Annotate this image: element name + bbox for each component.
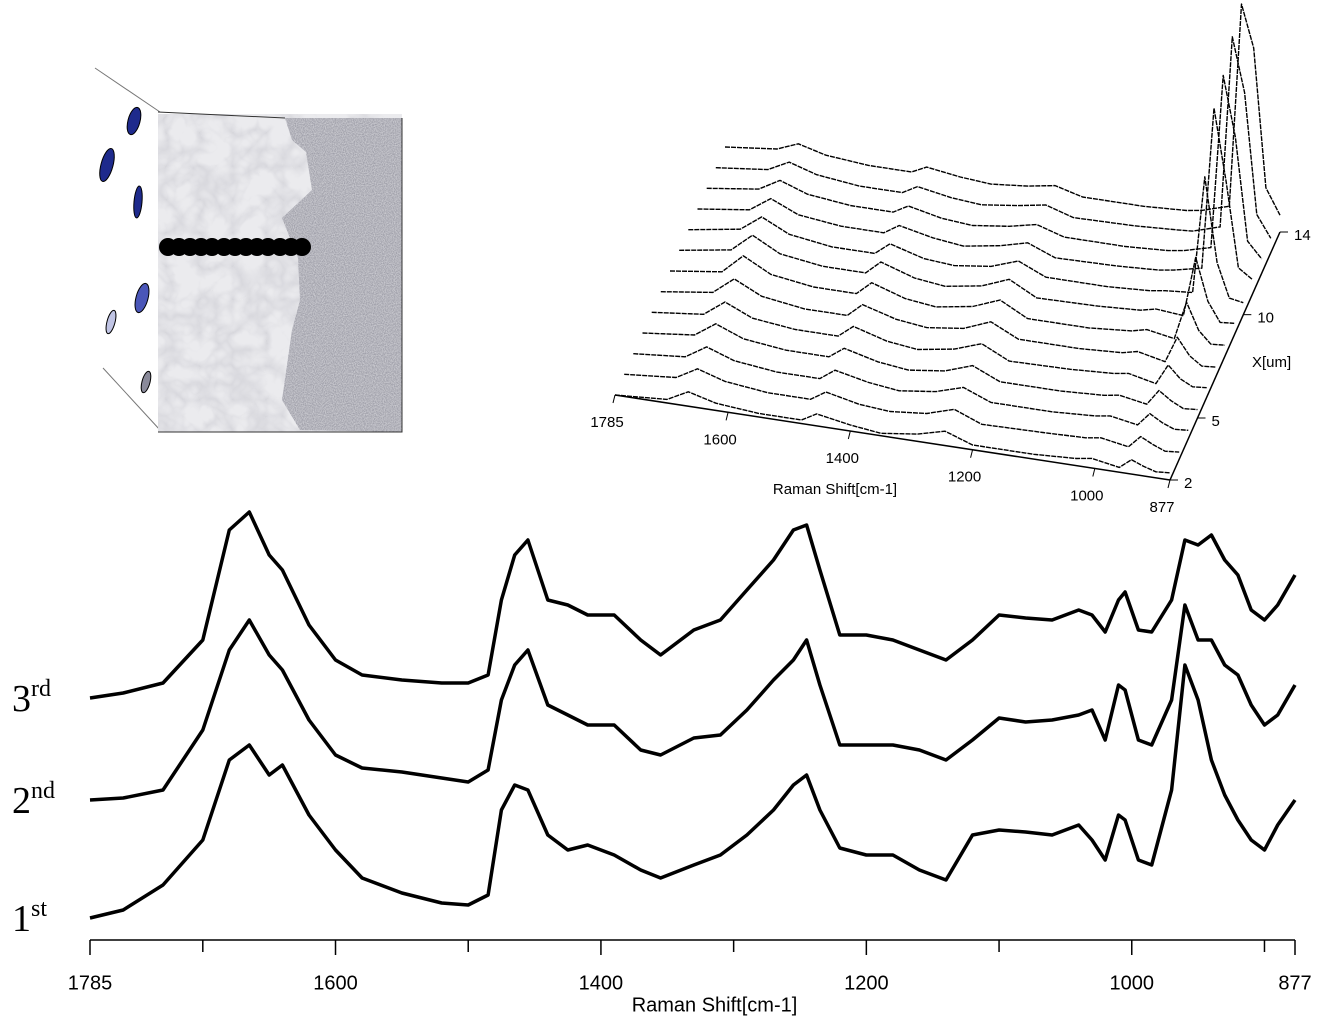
spectrum-trace [688, 176, 1244, 304]
x-tick [1167, 479, 1171, 489]
spectrum-trace [660, 278, 1216, 368]
cell [140, 370, 152, 394]
cell [134, 282, 150, 314]
series-label: 1st [12, 896, 47, 940]
x-tick-label: 1200 [948, 469, 981, 486]
spectrum-trace [679, 234, 1235, 324]
spectrum-trace [715, 36, 1272, 239]
y-tick-label: 10 [1257, 310, 1274, 327]
y-tick-label: 14 [1294, 227, 1311, 244]
x-tick-label: 1000 [1110, 972, 1155, 994]
cell [99, 148, 115, 182]
x-tick [612, 394, 616, 404]
tissue-border [157, 111, 403, 433]
y-tick-label: 2 [1184, 475, 1192, 492]
y-axis [1169, 231, 1281, 481]
x-tick-label: 1600 [313, 972, 358, 994]
series-label: 2nd [12, 778, 55, 822]
cell [133, 185, 143, 219]
x-tick-label: 1600 [703, 431, 736, 448]
spectrum-trace [724, 3, 1281, 216]
series-label: 3rd [12, 676, 51, 720]
y-axis-label: X[um] [1252, 354, 1291, 371]
x-axis-label: Raman Shift[cm-1] [773, 481, 897, 498]
guide-line [102, 367, 161, 431]
x-axis-label: Raman Shift[cm-1] [632, 994, 798, 1016]
x-tick-label: 1400 [579, 972, 624, 994]
spectrum-line [89, 510, 1297, 700]
spectrum-trace [642, 323, 1198, 411]
cell [105, 309, 117, 335]
x-tick-label: 1000 [1070, 487, 1103, 504]
x-tick-label: 877 [1278, 972, 1311, 994]
spectrum-line [89, 663, 1297, 920]
tissue-illustration [94, 67, 403, 433]
spectrum-trace [651, 301, 1207, 389]
x-tick-label: 877 [1149, 499, 1174, 516]
x-tick [970, 449, 974, 458]
spectrum-trace [614, 391, 1171, 474]
spectrum-trace [633, 346, 1189, 431]
x-tick [725, 412, 729, 421]
spectrum-trace [624, 368, 1180, 453]
spectrum-line [89, 603, 1297, 802]
x-axis [614, 394, 1171, 481]
y-tick-label: 5 [1212, 413, 1220, 430]
x-tick-label: 1400 [826, 450, 859, 467]
spectrum-trace [706, 74, 1263, 260]
x-tick-label: 1785 [590, 414, 623, 431]
x-tick-label: 1785 [68, 972, 113, 994]
x-tick [1092, 468, 1096, 477]
scan-point [293, 238, 311, 256]
tissue-speckle [282, 118, 402, 432]
spectrum-trace [669, 255, 1226, 346]
scan-points [159, 238, 311, 256]
cell [126, 106, 142, 136]
spectrum-trace [697, 107, 1253, 281]
x-tick-label: 1200 [844, 972, 889, 994]
x-tick [847, 430, 851, 440]
guide-line [94, 67, 161, 113]
